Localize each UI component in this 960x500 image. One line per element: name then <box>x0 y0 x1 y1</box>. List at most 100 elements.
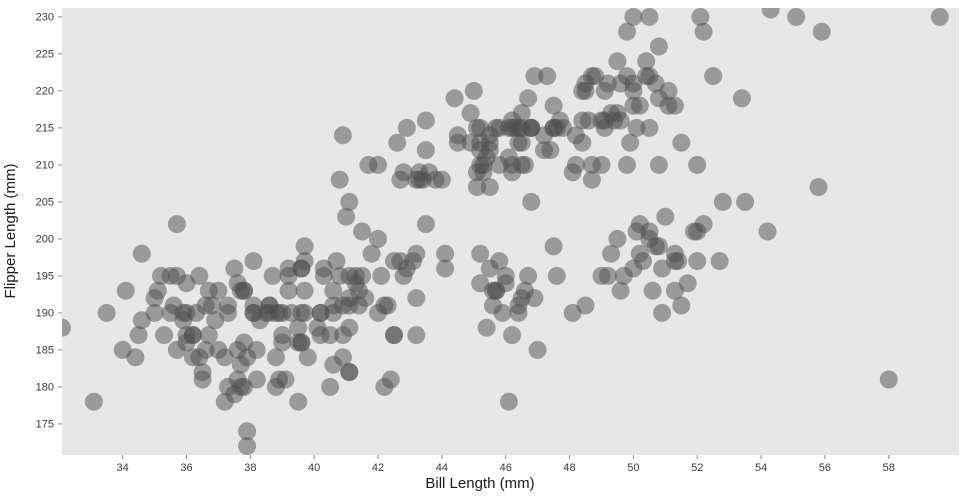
data-point <box>503 118 522 137</box>
data-point <box>566 126 585 145</box>
data-point <box>618 155 636 174</box>
data-point <box>678 274 697 293</box>
data-point <box>426 170 445 189</box>
y-tick-label: 225 <box>36 48 54 60</box>
y-tick-label: 215 <box>36 122 54 134</box>
data-point <box>483 296 502 315</box>
data-point <box>385 326 403 345</box>
data-point <box>503 326 522 345</box>
data-point <box>812 22 831 41</box>
data-point <box>349 281 368 300</box>
x-tick-label: 40 <box>308 462 320 474</box>
data-point <box>624 8 643 26</box>
data-point <box>535 141 553 160</box>
data-point <box>653 303 672 322</box>
data-point <box>397 118 416 137</box>
data-point <box>209 281 228 300</box>
data-point <box>132 244 151 263</box>
data-point <box>519 89 538 108</box>
data-point <box>480 178 499 197</box>
data-point <box>247 370 266 389</box>
data-point <box>627 118 646 137</box>
data-point <box>324 296 343 315</box>
data-point <box>519 266 538 285</box>
data-point <box>266 348 285 367</box>
data-point <box>113 340 132 359</box>
data-point <box>321 377 340 396</box>
y-tick-label: 200 <box>36 233 54 245</box>
data-point <box>238 422 257 441</box>
data-point <box>595 111 614 130</box>
data-point <box>324 281 343 300</box>
data-point <box>595 81 614 100</box>
data-point <box>649 155 668 174</box>
data-point <box>129 326 148 345</box>
data-point <box>177 274 196 293</box>
data-point <box>503 155 522 174</box>
data-point <box>602 244 621 263</box>
data-point <box>225 259 244 278</box>
data-point <box>618 22 636 41</box>
data-point <box>586 67 605 86</box>
data-point <box>279 259 298 278</box>
data-point <box>685 222 703 241</box>
data-point <box>340 363 359 382</box>
data-point <box>461 104 480 123</box>
data-point <box>289 392 308 411</box>
data-point <box>362 244 381 263</box>
data-point <box>688 155 707 174</box>
y-tick-label: 220 <box>36 85 54 97</box>
data-point <box>353 222 372 241</box>
data-point <box>528 340 547 359</box>
y-axis-label: Flipper Length (mm) <box>2 163 19 298</box>
data-point <box>522 118 541 137</box>
data-point <box>509 133 528 152</box>
data-point <box>544 96 563 115</box>
data-point <box>669 252 688 271</box>
data-point <box>592 266 611 285</box>
data-point <box>311 326 330 345</box>
data-point <box>416 141 435 160</box>
x-tick-label: 48 <box>563 462 575 474</box>
data-point <box>672 133 691 152</box>
data-point <box>736 192 755 211</box>
data-point <box>196 296 215 315</box>
data-point <box>691 8 710 26</box>
data-point <box>653 259 672 278</box>
data-point <box>298 348 317 367</box>
data-point <box>273 303 292 322</box>
data-point <box>694 22 713 41</box>
data-point <box>273 326 292 345</box>
data-point <box>407 289 426 308</box>
data-point <box>295 237 314 256</box>
x-tick-label: 42 <box>372 462 384 474</box>
data-point <box>416 215 435 234</box>
y-axis-ticks: 175 180 185 190 195 200 205 210 215 220 225 230 <box>36 11 62 430</box>
data-point <box>388 133 407 152</box>
data-point <box>525 67 544 86</box>
data-point <box>238 348 257 367</box>
data-point <box>199 326 218 345</box>
data-point <box>407 326 426 345</box>
data-point <box>340 192 359 211</box>
data-point <box>333 126 352 145</box>
data-point <box>713 192 732 211</box>
data-point <box>244 303 263 322</box>
data-point <box>279 281 298 300</box>
data-point <box>167 340 186 359</box>
plot-area <box>62 8 959 455</box>
data-point <box>464 81 483 100</box>
data-point <box>155 326 174 345</box>
data-point <box>761 8 780 19</box>
data-point <box>295 303 314 322</box>
data-point <box>758 222 777 241</box>
data-point <box>193 370 212 389</box>
y-tick-label: 185 <box>36 344 54 356</box>
data-point <box>97 303 116 322</box>
data-point <box>445 89 464 108</box>
data-point <box>177 326 196 345</box>
data-point <box>436 259 455 278</box>
data-point <box>372 266 391 285</box>
data-point <box>496 266 515 285</box>
